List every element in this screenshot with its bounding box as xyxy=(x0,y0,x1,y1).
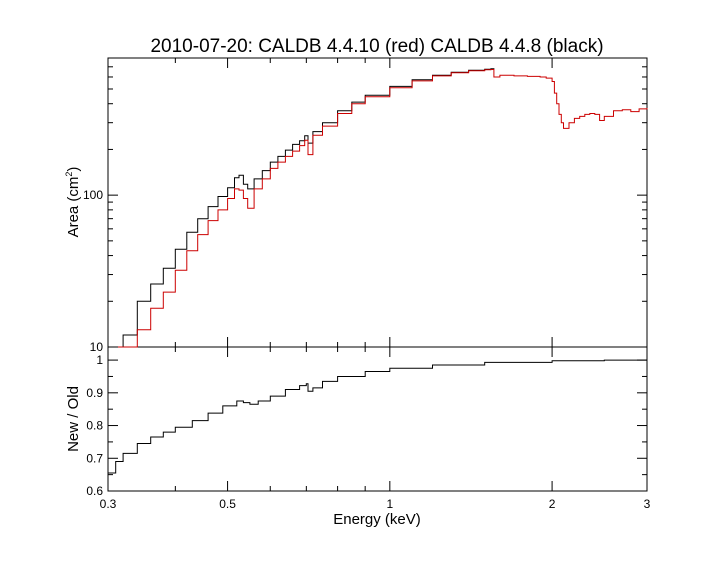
chart-title: 2010-07-20: CALDB 4.4.10 (red) CALDB 4.4… xyxy=(150,36,603,57)
x-tick-label-0: 0.3 xyxy=(100,497,117,511)
x-axis-label: Energy (keV) xyxy=(333,511,421,528)
top-series-group xyxy=(108,68,648,348)
top-series-line-1 xyxy=(108,69,648,348)
top-series-line-0 xyxy=(108,68,495,348)
bottom-y-tick-label-4: 1 xyxy=(96,353,103,367)
bottom-series-group xyxy=(108,359,647,474)
bottom-panel-frame xyxy=(107,346,648,492)
bottom-y-tick-label-3: 0.9 xyxy=(86,386,103,400)
top-y-label-base: Area (cm xyxy=(65,177,82,238)
bottom-series-line-0 xyxy=(108,359,647,474)
bottom-y-tick-label-2: 0.8 xyxy=(86,419,103,433)
bottom-y-tick-label-1: 0.7 xyxy=(86,451,103,465)
x-tick-label-4: 3 xyxy=(644,497,651,511)
x-tick-label-1: 0.5 xyxy=(219,497,236,511)
top-y-axis-label: Area (cm2) xyxy=(64,167,82,238)
bottom-y-tick-label-0: 0.6 xyxy=(86,484,103,498)
x-tick-label-2: 1 xyxy=(386,497,393,511)
top-y-tick-label-0: 10 xyxy=(90,340,104,354)
top-panel-frame xyxy=(107,57,648,348)
tick-group: 0.3 0.5 1 2 3 10 100 0.6 0.7 0.8 0.9 1 xyxy=(83,58,651,511)
bottom-y-axis-label: New / Old xyxy=(65,386,82,452)
top-y-label-sup: 2 xyxy=(64,172,74,177)
top-y-tick-label-1: 100 xyxy=(83,188,103,202)
top-y-label-end: ) xyxy=(65,167,82,172)
x-tick-label-3: 2 xyxy=(549,497,556,511)
